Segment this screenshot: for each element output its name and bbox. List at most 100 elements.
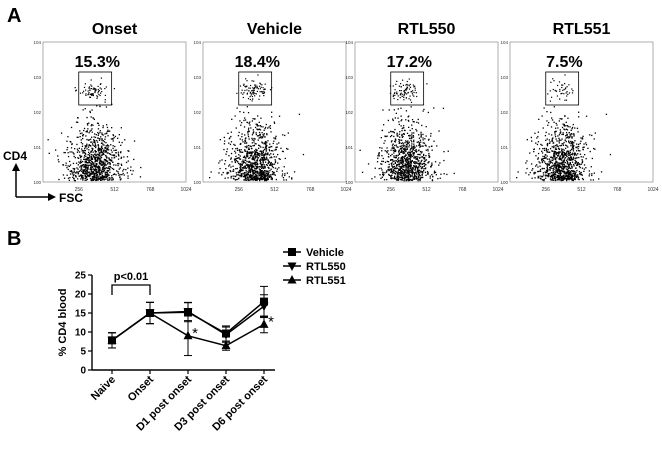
facs-gate xyxy=(78,71,113,106)
facs-plot-4: RTL551 256 512 768 1024 100 101 102 103 104 7.5% xyxy=(500,21,658,193)
facs-y-tick: 103 xyxy=(193,75,201,80)
legend-item: Vehicle xyxy=(283,247,344,259)
facs-gate xyxy=(545,71,580,106)
facs-y-tick: 100 xyxy=(500,180,508,185)
facs-frame xyxy=(509,41,654,183)
facs-y-tick: 104 xyxy=(33,40,41,45)
facs-gate-percent: 17.2% xyxy=(387,54,432,71)
panel-a-label: A xyxy=(7,5,21,27)
y-axis-title: % CD4 blood xyxy=(57,289,69,357)
panel-b-label: B xyxy=(7,228,21,250)
facs-gate xyxy=(238,71,273,106)
facs-gate-percent: 18.4% xyxy=(235,54,280,71)
legend-label: RTL551 xyxy=(306,275,346,287)
facs-y-tick: 102 xyxy=(345,110,353,115)
significance-bracket xyxy=(111,284,151,295)
facs-x-tick: 768 xyxy=(146,187,155,193)
facs-plot-1: Onset 256 512 768 1024 100 101 102 103 104 15.3% xyxy=(33,21,191,193)
facs-gate-percent: 7.5% xyxy=(546,54,582,71)
facs-title: RTL551 xyxy=(553,21,611,38)
facs-plot-3: RTL550 256 512 768 1024 100 101 102 103 104 17.2% xyxy=(345,21,503,193)
facs-x-tick: 1024 xyxy=(647,187,658,193)
facs-y-tick: 102 xyxy=(193,110,201,115)
facs-x-tick: 512 xyxy=(577,187,586,193)
facs-frame xyxy=(202,41,347,183)
facs-x-tick: 512 xyxy=(110,187,119,193)
x-tick-label: Onset xyxy=(126,373,157,404)
data-point xyxy=(183,330,193,340)
facs-x-tick: 256 xyxy=(542,187,551,193)
y-tick-label: 20 xyxy=(75,290,87,301)
facs-x-tick: 768 xyxy=(458,187,467,193)
facs-y-tick: 102 xyxy=(33,110,41,115)
facs-y-tick: 101 xyxy=(193,145,201,150)
facs-events xyxy=(209,74,305,182)
facs-y-tick: 101 xyxy=(33,145,41,150)
facs-events xyxy=(516,74,612,182)
facs-y-tick: 101 xyxy=(345,145,353,150)
data-point xyxy=(287,275,297,284)
facs-title: RTL550 xyxy=(398,21,456,38)
facs-x-tick: 512 xyxy=(270,187,279,193)
series-rtl551 xyxy=(107,301,269,357)
facs-gate xyxy=(390,71,425,106)
data-point xyxy=(183,307,193,317)
facs-y-tick: 104 xyxy=(500,40,508,45)
facs-y-tick: 100 xyxy=(33,180,41,185)
cd4-axis-label: CD4 xyxy=(3,149,27,163)
data-point xyxy=(221,340,231,350)
y-tick-label: 0 xyxy=(80,366,86,377)
facs-x-tick: 1024 xyxy=(340,187,351,193)
facs-y-tick: 100 xyxy=(345,180,353,185)
y-tick-label: 25 xyxy=(75,271,87,282)
facs-frame xyxy=(42,41,187,183)
legend-item: RTL550 xyxy=(283,261,346,273)
data-point xyxy=(221,331,231,340)
facs-y-tick: 104 xyxy=(345,40,353,45)
facs-gate-percent: 15.3% xyxy=(75,54,120,71)
facs-y-tick: 103 xyxy=(33,75,41,80)
facs-x-tick: 1024 xyxy=(492,187,503,193)
facs-y-tick: 103 xyxy=(345,75,353,80)
legend-label: Vehicle xyxy=(306,247,344,259)
data-point xyxy=(259,302,269,312)
facs-events xyxy=(47,77,142,182)
y-tick-label: 15 xyxy=(75,309,87,320)
data-point xyxy=(107,335,117,344)
facs-x-tick: 768 xyxy=(306,187,315,193)
significance-label: p<0.01 xyxy=(114,271,149,283)
significance-star: * xyxy=(192,325,198,342)
legend-label: RTL550 xyxy=(306,261,346,273)
facs-frame xyxy=(354,41,499,183)
data-point xyxy=(287,262,297,271)
legend-item: RTL551 xyxy=(283,275,346,287)
facs-x-tick: 256 xyxy=(235,187,244,193)
facs-x-tick: 256 xyxy=(387,187,396,193)
facs-x-tick: 1024 xyxy=(180,187,191,193)
facs-x-tick: 512 xyxy=(422,187,431,193)
fsc-axis-label: FSC xyxy=(59,191,83,205)
fsc-arrowhead xyxy=(48,193,56,201)
facs-title: Vehicle xyxy=(247,21,302,38)
x-tick-label: Naive xyxy=(89,374,118,403)
y-tick-label: 5 xyxy=(80,347,86,358)
data-point xyxy=(288,248,296,256)
data-point xyxy=(145,308,155,317)
facs-y-tick: 103 xyxy=(500,75,508,80)
data-point xyxy=(259,319,269,328)
facs-x-tick: 256 xyxy=(75,187,84,193)
y-tick-label: 10 xyxy=(75,328,87,339)
significance-star: * xyxy=(268,313,274,330)
facs-x-tick: 768 xyxy=(613,187,622,193)
facs-plot-2: Vehicle 256 512 768 1024 100 101 102 103 104 18.4% xyxy=(193,21,351,193)
facs-y-tick: 104 xyxy=(193,40,201,45)
facs-y-tick: 100 xyxy=(193,180,201,185)
facs-y-tick: 102 xyxy=(500,110,508,115)
facs-y-tick: 101 xyxy=(500,145,508,150)
facs-events xyxy=(359,78,455,182)
facs-title: Onset xyxy=(92,21,138,38)
cd4-arrowhead xyxy=(12,163,20,171)
